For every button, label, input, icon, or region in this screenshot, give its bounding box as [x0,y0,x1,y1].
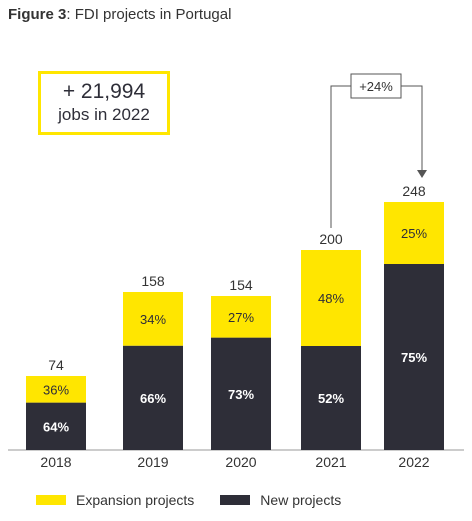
bar-expansion-2019 [123,292,183,346]
x-tick-2021: 2021 [315,454,346,470]
label-expansion-2020: 27% [228,310,254,325]
legend-label-expansion: Expansion projects [76,492,195,508]
bar-new-2019 [123,345,183,450]
legend-swatch-new [220,495,251,505]
x-tick-2020: 2020 [225,454,256,470]
legend: Expansion projects New projects [36,492,367,508]
growth-box [350,73,402,99]
total-label-2020: 154 [229,277,253,293]
x-tick-2019: 2019 [137,454,168,470]
x-tick-2018: 2018 [40,454,71,470]
legend-label-new: New projects [260,492,342,508]
total-label-2018: 74 [48,357,64,373]
label-new-2018: 64% [43,419,69,434]
bar-expansion-2018 [26,376,86,403]
figure-number: Figure 3 [8,6,67,23]
label-expansion-2022: 25% [401,226,427,241]
jobs-callout-value: + 21,994 [62,80,146,103]
bar-expansion-2020 [211,296,271,338]
growth-label: +24% [359,79,393,94]
total-label-2022: 248 [402,183,426,199]
jobs-callout-text: jobs in 2022 [58,105,150,124]
legend-item-expansion: Expansion projects [36,492,194,508]
growth-arrowhead [417,170,427,178]
legend-item-new: New projects [220,492,341,508]
label-new-2022: 75% [401,350,427,365]
label-new-2020: 73% [228,387,254,402]
bar-expansion-2021 [301,250,361,346]
label-expansion-2019: 34% [140,312,166,327]
chart-title: Figure 3: FDI projects in Portugal [8,6,231,23]
growth-connector-left [330,85,351,228]
label-new-2019: 66% [140,391,166,406]
total-label-2019: 158 [141,273,165,289]
label-expansion-2018: 36% [43,382,69,397]
jobs-callout: + 21,994 jobs in 2022 [38,71,170,135]
label-expansion-2021: 48% [318,291,344,306]
bar-new-2020 [211,337,271,450]
figure-title-text: : FDI projects in Portugal [66,6,232,23]
growth-connector-right [401,85,423,172]
bar-new-2022 [384,264,444,450]
bar-new-2021 [301,346,361,450]
bar-new-2018 [26,402,86,450]
label-new-2021: 52% [318,391,344,406]
x-tick-2022: 2022 [398,454,429,470]
total-label-2021: 200 [319,231,343,247]
legend-swatch-expansion [36,495,66,505]
bar-expansion-2022 [384,202,444,264]
